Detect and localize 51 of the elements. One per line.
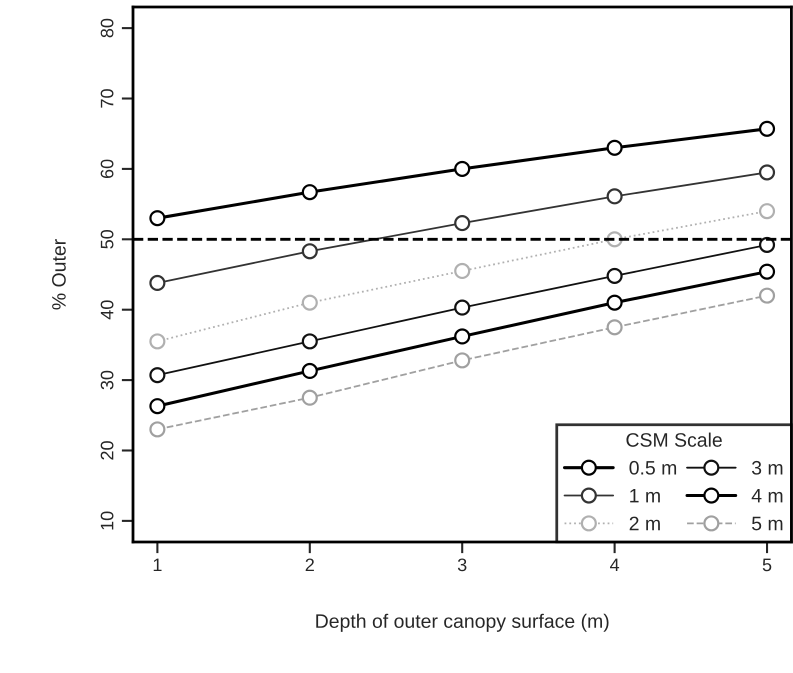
y-tick-label: 80 — [100, 18, 114, 38]
point — [302, 243, 318, 260]
point — [302, 362, 318, 379]
legend-title: CSM Scale — [626, 432, 722, 447]
point — [454, 328, 470, 344]
point — [149, 333, 166, 350]
legend-label: 5 m — [752, 516, 782, 530]
y-tick-label: 70 — [100, 89, 114, 108]
y-tick-label: 40 — [100, 300, 114, 320]
legend-label: 2 m — [630, 516, 660, 530]
y-tick-label: 30 — [100, 370, 114, 390]
point — [149, 274, 166, 291]
point — [606, 319, 623, 336]
legend-label: 0.5 m — [629, 460, 676, 475]
point — [454, 160, 470, 177]
point — [302, 294, 318, 311]
point — [302, 390, 318, 406]
x-tick-label: 3 — [458, 558, 466, 572]
y-tick-label: 20 — [100, 441, 114, 460]
point — [454, 215, 470, 232]
point — [758, 164, 776, 180]
point — [302, 184, 318, 200]
x-tick-label: 2 — [306, 558, 314, 572]
point — [149, 421, 166, 438]
point — [758, 120, 776, 137]
y-tick-label: 50 — [100, 230, 114, 249]
legend-label: 4 m — [752, 488, 782, 502]
point — [606, 294, 623, 311]
point — [758, 288, 776, 304]
x-tick-label: 4 — [610, 558, 620, 572]
point — [606, 188, 623, 204]
point — [302, 333, 318, 350]
point — [606, 140, 623, 156]
point — [454, 352, 470, 368]
legend-label: 3 m — [752, 460, 782, 475]
point — [149, 398, 166, 414]
point — [149, 210, 166, 226]
point — [758, 236, 776, 253]
point — [149, 367, 166, 384]
x-tick-label: 1 — [154, 558, 162, 572]
point — [758, 203, 776, 220]
y-tick-label: 10 — [100, 512, 114, 530]
point — [606, 268, 623, 284]
x-tick-label: 5 — [762, 558, 772, 572]
legend-label: 1 m — [630, 488, 660, 502]
x-axis-title: Depth of outer canopy surface (m) — [316, 614, 609, 632]
y-axis-title: % Outer — [52, 239, 66, 310]
point — [454, 262, 470, 280]
point — [758, 264, 776, 280]
point — [454, 300, 470, 316]
y-tick-label: 60 — [100, 160, 114, 178]
